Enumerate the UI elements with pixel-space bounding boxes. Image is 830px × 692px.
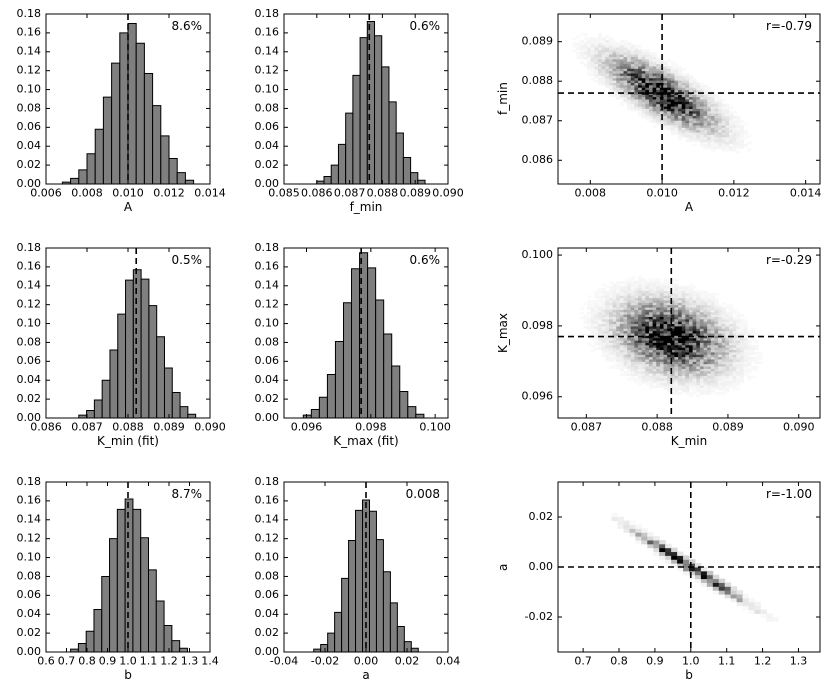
density-Kmin-Kmax-xlabel: K_min (670, 434, 708, 448)
density-A-fmin-correlation: r=-0.79 (765, 19, 812, 33)
hist-a-plot-canvas (238, 468, 472, 688)
hist-Kmin-fit-plot-canvas (0, 234, 234, 454)
hist-a-xlabel: a (362, 668, 370, 682)
density-b-a-xlabel: b (685, 668, 693, 682)
hist-A-plot-canvas (0, 0, 234, 220)
hist-b-annotation: 8.7% (171, 487, 203, 501)
panel-density-b-a: r=-1.00 b a (492, 468, 830, 688)
hist-A-xlabel: A (123, 200, 133, 214)
panel-hist-a: 0.008 a (238, 468, 472, 688)
panel-hist-b: 8.7% b (0, 468, 234, 688)
density-b-a-ylabel: a (496, 563, 510, 571)
hist-fmin-annotation: 0.6% (409, 19, 441, 33)
hist-fmin-xlabel: f_min (349, 200, 383, 214)
hist-fmin-plot-canvas (238, 0, 472, 220)
hist-Kmax-fit-xlabel: K_max (fit) (333, 434, 399, 448)
panel-hist-fmin: 0.6% f_min (238, 0, 472, 220)
hist-b-plot-canvas (0, 468, 234, 688)
density-A-fmin-plot-canvas (492, 0, 830, 220)
density-b-a-correlation: r=-1.00 (765, 487, 812, 501)
density-A-fmin-xlabel: A (684, 200, 694, 214)
hist-a-annotation: 0.008 (405, 487, 440, 501)
density-Kmin-Kmax-correlation: r=-0.29 (765, 253, 812, 267)
panel-hist-Kmin-fit: 0.5% K_min (fit) (0, 234, 234, 454)
hist-Kmin-fit-annotation: 0.5% (171, 253, 203, 267)
density-A-fmin-ylabel: f_min (496, 82, 510, 116)
hist-Kmax-fit-annotation: 0.6% (409, 253, 441, 267)
density-Kmin-Kmax-plot-canvas (492, 234, 830, 454)
panel-hist-Kmax-fit: 0.6% K_max (fit) (238, 234, 472, 454)
hist-b-xlabel: b (124, 668, 132, 682)
hist-A-annotation: 8.6% (171, 19, 203, 33)
panel-hist-A: 8.6% A (0, 0, 234, 220)
hist-Kmin-fit-xlabel: K_min (fit) (97, 434, 159, 448)
panel-density-A-fmin: r=-0.79 A f_min (492, 0, 830, 220)
panel-density-Kmin-Kmax: r=-0.29 K_min K_max (492, 234, 830, 454)
hist-Kmax-fit-plot-canvas (238, 234, 472, 454)
density-Kmin-Kmax-ylabel: K_max (496, 313, 510, 354)
density-b-a-plot-canvas (492, 468, 830, 688)
